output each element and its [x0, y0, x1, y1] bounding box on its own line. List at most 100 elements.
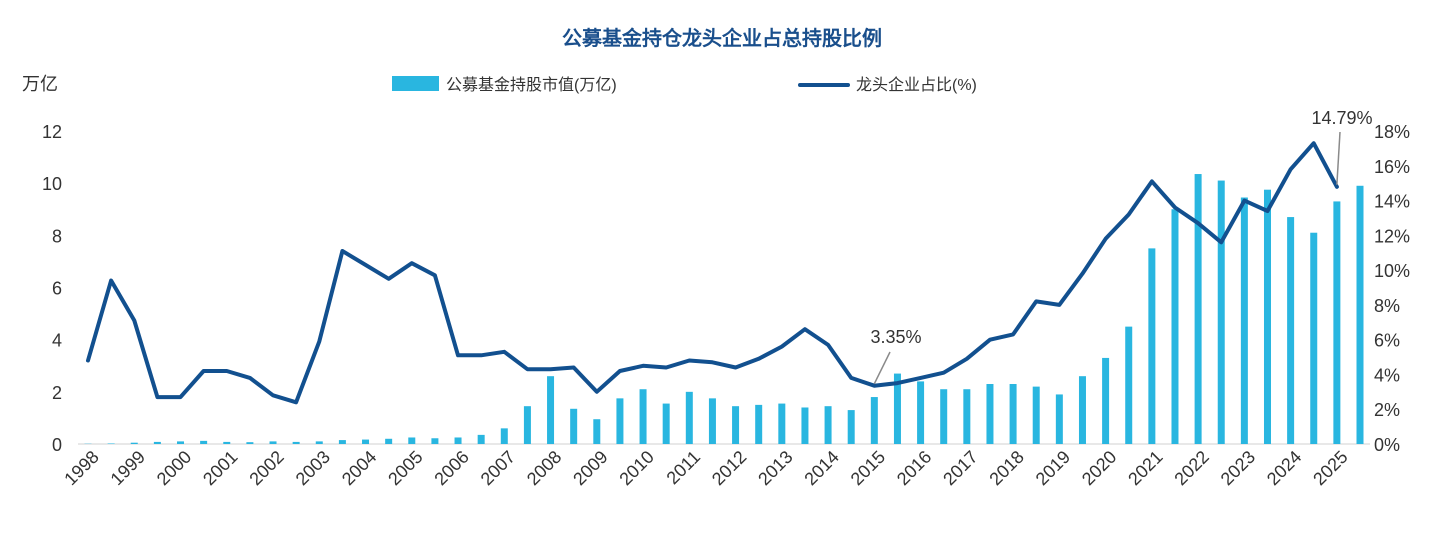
axes-group: 万亿 0 2 4 6 8 10 12 0% 2% 4% 6% 8% 10% 12% 14% 16% 18% 1998…: [22, 74, 1410, 489]
bar: [685, 391, 693, 444]
bar: [1102, 357, 1110, 444]
bar: [870, 397, 878, 444]
x-tick-label: 2006: [430, 447, 472, 489]
y-left-tick-label: 10: [42, 174, 62, 194]
bar: [547, 376, 555, 444]
bar: [1009, 384, 1017, 444]
y-right-tick-label: 0%: [1374, 435, 1400, 455]
bar: [778, 403, 786, 444]
y-left-tick-label: 2: [52, 383, 62, 403]
bar: [1148, 248, 1156, 444]
y-right-tick-label: 18%: [1374, 122, 1410, 142]
bar: [801, 407, 809, 444]
bar: [338, 440, 346, 444]
y-right-tick-label: 12%: [1374, 226, 1410, 246]
bar: [1310, 232, 1318, 444]
y-left-tick-label: 4: [52, 331, 62, 351]
bar: [292, 441, 300, 444]
bar: [963, 389, 971, 444]
y-left-tick-label: 8: [52, 226, 62, 246]
x-tick-label: 2001: [199, 447, 241, 489]
bar: [500, 428, 508, 444]
bar: [200, 440, 208, 444]
bar: [755, 404, 763, 444]
x-tick-label: 2023: [1217, 447, 1259, 489]
bar: [616, 398, 624, 444]
bar: [1240, 197, 1248, 444]
bar: [315, 441, 323, 444]
y-right-tick-label: 6%: [1374, 331, 1400, 351]
bars-group: [84, 174, 1364, 444]
x-tick-label: 2021: [1124, 447, 1166, 489]
legend-bar-swatch: [392, 76, 439, 91]
annotation-label: 3.35%: [870, 327, 921, 347]
bar: [362, 439, 370, 444]
bar: [1171, 209, 1179, 444]
annotation-leader: [873, 351, 891, 385]
bar: [454, 437, 462, 444]
bar: [662, 403, 670, 444]
x-tick-label: 2024: [1263, 447, 1305, 489]
y-right-tick-label: 4%: [1374, 365, 1400, 385]
bar: [1217, 180, 1225, 444]
y-right-tick-label: 16%: [1374, 157, 1410, 177]
y-right-tick-label: 14%: [1374, 192, 1410, 212]
bar: [847, 410, 855, 444]
x-tick-label: 2007: [477, 447, 519, 489]
x-tick-label: 2015: [847, 447, 889, 489]
x-tick-label: 2008: [523, 447, 565, 489]
bar: [523, 406, 531, 444]
bar: [385, 438, 393, 444]
x-tick-label: 2025: [1309, 447, 1351, 489]
x-tick-label: 2002: [245, 447, 287, 489]
x-tick-label: 2003: [292, 447, 334, 489]
y-right-tick-label: 10%: [1374, 261, 1410, 281]
bar: [986, 384, 994, 444]
bar: [1055, 394, 1063, 444]
bar: [153, 441, 161, 444]
x-tick-label: 2012: [708, 447, 750, 489]
annotation-label: 14.79%: [1311, 108, 1372, 128]
left-axis-unit: 万亿: [22, 74, 58, 94]
bar: [1356, 185, 1364, 444]
bar: [639, 389, 647, 444]
x-tick-label: 2022: [1170, 447, 1212, 489]
x-tick-label: 2019: [1032, 447, 1074, 489]
annotations-group: 3.35% 14.79%: [870, 108, 1373, 385]
legend-line-label: 龙头企业占比(%): [856, 76, 977, 94]
bar: [1032, 386, 1040, 444]
x-tick-label: 1999: [107, 447, 149, 489]
bar: [269, 441, 277, 444]
y-left-tick-label: 0: [52, 435, 62, 455]
x-tick-label: 2017: [939, 447, 981, 489]
y-right-tick-label: 8%: [1374, 296, 1400, 316]
x-tick-label: 2004: [338, 447, 380, 489]
series-line: [86, 141, 1339, 405]
bar: [940, 389, 948, 444]
bar: [130, 442, 138, 444]
bar: [732, 406, 740, 444]
x-tick-label: 2013: [754, 447, 796, 489]
y-left-tick-label: 6: [52, 279, 62, 299]
x-tick-label: 2000: [153, 447, 195, 489]
bar: [893, 373, 901, 444]
bar: [177, 441, 185, 444]
bar: [246, 442, 254, 444]
bar: [477, 434, 485, 444]
bar: [593, 419, 601, 444]
x-tick-label: 2018: [985, 447, 1027, 489]
x-tick-label: 2020: [1078, 447, 1120, 489]
bar: [1287, 217, 1295, 444]
x-tick-label: 2009: [569, 447, 611, 489]
x-tick-label: 1998: [60, 447, 102, 489]
line-group: [86, 141, 1339, 405]
bar: [1125, 326, 1133, 444]
bar: [223, 441, 231, 444]
legend-bar-label: 公募基金持股市值(万亿): [446, 76, 617, 94]
x-tick-label: 2010: [615, 447, 657, 489]
bar: [1194, 174, 1202, 444]
bar: [824, 406, 832, 444]
bar: [708, 398, 716, 444]
x-tick-label: 2011: [663, 447, 705, 489]
